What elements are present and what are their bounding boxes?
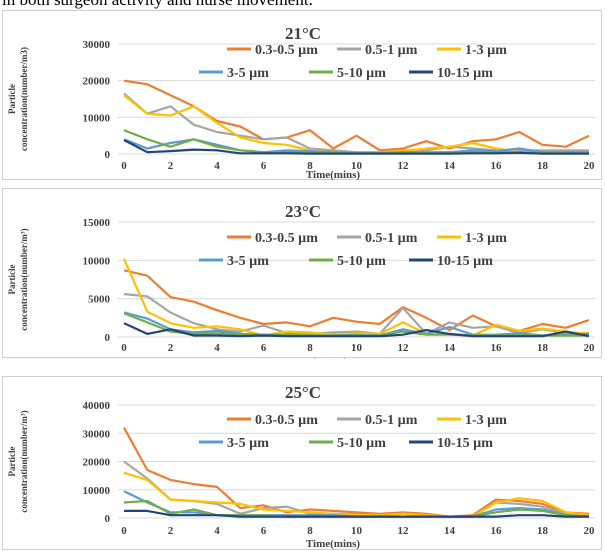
legend-label: 10-15 µm <box>437 66 493 81</box>
y-axis-label: Particle <box>7 84 17 114</box>
y-tick-label: 5000 <box>88 294 111 306</box>
x-tick-label: 6 <box>261 525 267 537</box>
x-tick-label: 0 <box>121 525 127 537</box>
y-tick-label: 30000 <box>83 428 111 440</box>
chart-panel-23c: 23°C 0 5000 10000 15000 0 2 4 6 8 10 12 14 16 18 20 Time… <box>2 188 602 359</box>
y-tick-label: 10000 <box>83 485 111 497</box>
x-tick-label: 8 <box>307 342 313 354</box>
x-tick-label: 10 <box>351 525 363 537</box>
legend-label: 0.5-1 µm <box>365 413 418 428</box>
legend-label: 0.5-1 µm <box>365 231 418 246</box>
x-tick-label: 12 <box>398 160 410 172</box>
x-tick-label: 8 <box>307 525 313 537</box>
legend-label: 3-5 µm <box>227 66 269 81</box>
x-tick-label: 4 <box>214 342 220 354</box>
y-axis-label: concentration(number/m³) <box>19 228 29 330</box>
legend-label: 0.3-0.5 µm <box>255 231 318 246</box>
x-tick-label: 12 <box>398 342 410 354</box>
x-tick-label: 14 <box>444 160 456 172</box>
legend-label: 0.3-0.5 µm <box>255 43 318 58</box>
legend-label: 1-3 µm <box>465 43 507 58</box>
y-tick-label: 10000 <box>83 255 111 267</box>
x-tick-label: 4 <box>214 525 220 537</box>
x-tick-label: 2 <box>168 342 174 354</box>
chart-title: 25°C <box>285 383 321 402</box>
x-tick-label: 16 <box>491 160 503 172</box>
y-tick-label: 30000 <box>83 39 111 51</box>
legend-label: 10-15 µm <box>437 254 493 269</box>
x-tick-label: 18 <box>537 160 549 172</box>
x-tick-label: 4 <box>214 160 220 172</box>
legend-label: 1-3 µm <box>465 231 507 246</box>
x-tick-label: 20 <box>584 525 596 537</box>
x-tick-label: 0 <box>121 160 127 172</box>
series-line <box>123 322 590 338</box>
y-tick-label: 10000 <box>83 112 111 124</box>
x-tick-label: 18 <box>537 342 549 354</box>
x-tick-label: 16 <box>491 525 503 537</box>
chart-panel-25c: 25°C 0 10000 20000 30000 40000 0 2 4 6 8 10 12 14 16 18… <box>2 376 602 550</box>
x-tick-label: 0 <box>121 342 127 354</box>
y-tick-label: 0 <box>105 332 111 344</box>
legend-label: 3-5 µm <box>227 436 269 451</box>
series-line <box>123 269 590 332</box>
legend-label: 0.5-1 µm <box>365 43 418 58</box>
x-tick-label: 2 <box>168 160 174 172</box>
y-tick-label: 0 <box>105 149 111 161</box>
x-tick-label: 20 <box>584 342 596 354</box>
series-line <box>123 293 589 335</box>
x-tick-label: 18 <box>537 525 549 537</box>
series-line <box>123 471 590 518</box>
y-axis-label: Particle <box>7 265 17 295</box>
x-tick-label: 10 <box>351 342 363 354</box>
legend-label: 5-10 µm <box>337 66 386 81</box>
x-axis-label: Time(mins) <box>306 357 361 359</box>
y-axis-label: concentration(number/m³) <box>19 410 29 512</box>
chart-title: 23°C <box>285 202 321 221</box>
x-axis-label: Time(mins) <box>306 169 361 181</box>
y-tick-label: 15000 <box>83 217 111 229</box>
legend-label: 1-3 µm <box>465 413 507 428</box>
legend-label: 10-15 µm <box>437 436 493 451</box>
legend-label: 5-10 µm <box>337 436 386 451</box>
chart-21c: 21°C 0 10000 20000 30000 0 2 4 6 8 10 12 14 16 18 20 Tim… <box>7 24 596 181</box>
x-tick-label: 6 <box>261 160 267 172</box>
legend-label: 5-10 µm <box>337 254 386 269</box>
y-tick-label: 20000 <box>83 457 111 469</box>
chart-title: 21°C <box>285 24 321 43</box>
x-axis-label: Time(mins) <box>306 538 361 550</box>
x-tick-label: 2 <box>168 525 174 537</box>
y-axis-label: Particle <box>7 447 17 477</box>
series-line <box>122 258 590 337</box>
series-line <box>123 139 589 155</box>
series-line <box>124 509 589 518</box>
chart-23c: 23°C 0 5000 10000 15000 0 2 4 6 8 10 12 14 16 18 20 Time… <box>7 202 596 359</box>
x-tick-label: 8 <box>307 160 313 172</box>
x-tick-label: 20 <box>584 160 596 172</box>
caption-text: in both surgeon activity and nurse movem… <box>2 0 313 10</box>
chart-25c: 25°C 0 10000 20000 30000 40000 0 2 4 6 8 10 12 14 16 18… <box>7 383 596 550</box>
x-tick-label: 14 <box>444 525 456 537</box>
x-tick-label: 16 <box>491 342 503 354</box>
y-tick-label: 0 <box>105 513 111 525</box>
x-tick-label: 14 <box>444 342 456 354</box>
x-tick-label: 6 <box>261 342 267 354</box>
x-tick-label: 10 <box>351 160 363 172</box>
legend-label: 0.3-0.5 µm <box>255 413 318 428</box>
y-axis-label: concentration(number/m3) <box>19 47 29 151</box>
y-tick-label: 40000 <box>83 400 111 412</box>
series-line <box>123 92 589 154</box>
chart-panel-21c: 21°C 0 10000 20000 30000 0 2 4 6 8 10 12 14 16 18 20 Tim… <box>2 10 602 181</box>
x-tick-label: 12 <box>398 525 410 537</box>
legend-label: 3-5 µm <box>227 254 269 269</box>
y-tick-label: 20000 <box>83 76 111 88</box>
